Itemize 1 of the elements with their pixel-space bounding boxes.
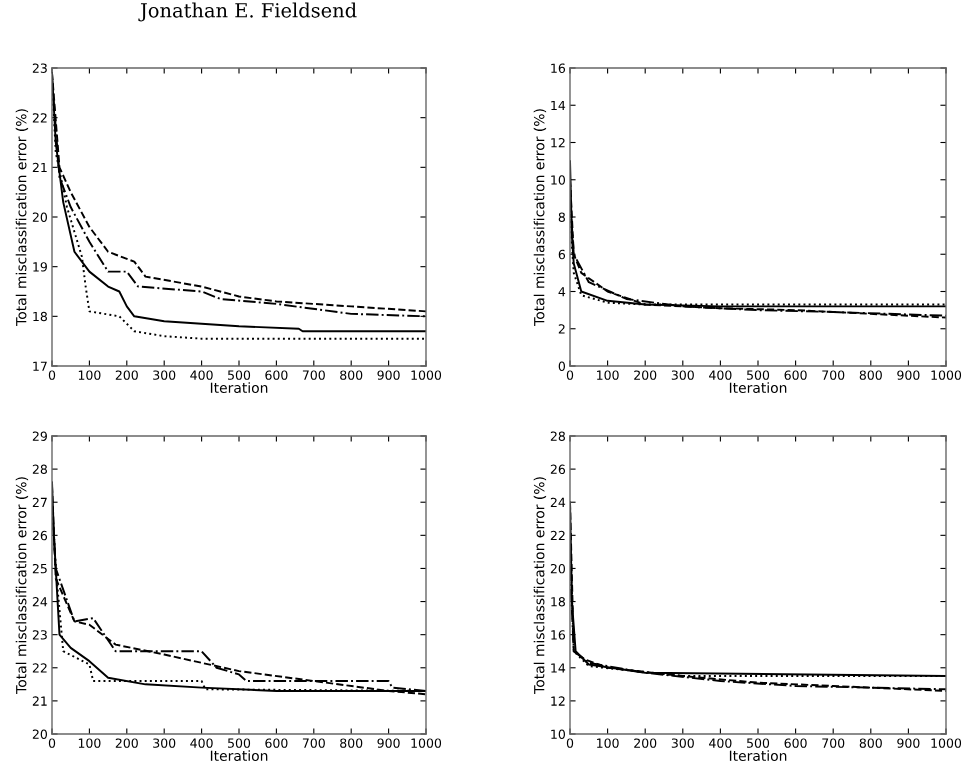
text: Jonathan E. Fieldsend (138, 2, 357, 22)
